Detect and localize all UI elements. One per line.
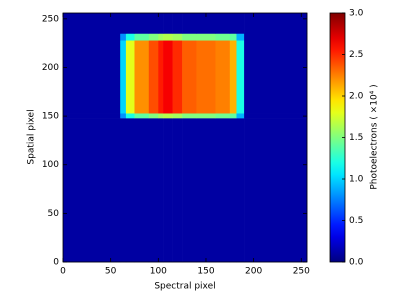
heatmap-cell: [134, 33, 150, 41]
y-tick-label: 100: [42, 160, 59, 170]
y-tick-label: 0: [53, 258, 59, 268]
heatmap-cell: [134, 40, 150, 114]
heatmap-cell: [236, 13, 245, 34]
heatmap: [63, 13, 308, 263]
heatmap-cell: [229, 33, 237, 41]
heatmap-cell: [125, 40, 135, 114]
y-axis-label: Spatial pixel: [27, 109, 37, 164]
heatmap-cell: [120, 13, 127, 34]
heatmap-cell: [148, 113, 159, 119]
heatmap-cell: [63, 40, 121, 114]
heatmap-cell: [244, 13, 308, 34]
heatmap-cell: [229, 113, 237, 119]
heatmap-cell: [120, 40, 127, 114]
colorbar-tick-label: 0.5: [349, 216, 363, 226]
heatmap-cell: [172, 118, 183, 263]
heatmap-cell: [148, 118, 159, 263]
heatmap-cell: [215, 33, 231, 41]
heatmap-cell: [172, 13, 183, 34]
x-axis-label: Spectral pixel: [154, 282, 215, 292]
heatmap-cell: [148, 33, 159, 41]
heatmap-cell: [120, 33, 127, 41]
x-tick-label: 0: [60, 267, 66, 277]
heatmap-cell: [134, 13, 150, 34]
colorbar-label: Photoelectrons ( ×10⁴ ): [370, 84, 380, 189]
heatmap-cell: [134, 113, 150, 119]
heatmap-cell: [244, 118, 308, 263]
heatmap-cell: [172, 40, 183, 114]
colorbar-tick-label: 1.5: [349, 133, 363, 143]
plot-frame: [62, 12, 308, 263]
heatmap-cell: [125, 118, 135, 263]
heatmap-cell: [63, 113, 121, 119]
heatmap-cell: [172, 33, 183, 41]
heatmap-cell: [236, 113, 245, 119]
colorbar-tick-label: 1.0: [349, 175, 364, 185]
heatmap-cell: [215, 118, 231, 263]
heatmap-cell: [236, 118, 245, 263]
heatmap-cell: [244, 33, 308, 41]
heatmap-cell: [229, 13, 237, 34]
heatmap-cell: [158, 40, 164, 114]
heatmap-cell: [125, 33, 135, 41]
heatmap-cell: [163, 118, 173, 263]
heatmap-cell: [125, 113, 135, 119]
heatmap-cell: [163, 13, 173, 34]
heatmap-cell: [120, 118, 127, 263]
heatmap-cell: [158, 33, 164, 41]
heatmap-cell: [120, 113, 127, 119]
heatmap-cell: [134, 118, 150, 263]
x-tick-label: 50: [105, 267, 117, 277]
heatmap-cell: [215, 13, 231, 34]
colorbar-tick-label: 2.5: [349, 50, 363, 60]
colorbar-tick-label: 2.0: [349, 92, 364, 102]
x-tick-label: 200: [245, 267, 262, 277]
heatmap-cell: [244, 113, 308, 119]
heatmap-cell: [182, 118, 197, 263]
heatmap-cell: [196, 113, 216, 119]
heatmap-cell: [172, 113, 183, 119]
heatmap-cell: [215, 40, 231, 114]
heatmap-cell: [196, 118, 216, 263]
heatmap-cell: [148, 40, 159, 114]
heatmap-cell: [158, 113, 164, 119]
heatmap-cell: [236, 40, 245, 114]
heatmap-cell: [163, 40, 173, 114]
heatmap-cell: [63, 118, 121, 263]
heatmap-cell: [229, 40, 237, 114]
x-tick-label: 250: [293, 267, 310, 277]
heatmap-cell: [182, 13, 197, 34]
y-tick-label: 150: [42, 112, 59, 122]
heatmap-cell: [182, 33, 197, 41]
heatmap-cell: [125, 13, 135, 34]
heatmap-cell: [215, 113, 231, 119]
heatmap-cell: [182, 40, 197, 114]
y-tick-label: 50: [48, 209, 60, 219]
heatmap-cell: [163, 113, 173, 119]
x-tick-label: 150: [197, 267, 214, 277]
heatmap-cell: [158, 118, 164, 263]
heatmap-cell: [63, 33, 121, 41]
heatmap-cell: [244, 40, 308, 114]
heatmap-cell: [148, 13, 159, 34]
heatmap-cell: [196, 13, 216, 34]
heatmap-cell: [196, 33, 216, 41]
heatmap-cell: [163, 33, 173, 41]
colorbar-tick-label: 3.0: [349, 9, 364, 19]
y-tick-label: 250: [42, 14, 59, 24]
x-tick-label: 100: [150, 267, 167, 277]
heatmap-cell: [196, 40, 216, 114]
heatmap-cell: [229, 118, 237, 263]
colorbar-tick-label: 0.0: [349, 258, 364, 268]
y-tick-label: 200: [42, 63, 59, 73]
heatmap-cell: [182, 113, 197, 119]
heatmap-cell: [236, 33, 245, 41]
heatmap-cell: [158, 13, 164, 34]
heatmap-cell: [63, 13, 121, 34]
